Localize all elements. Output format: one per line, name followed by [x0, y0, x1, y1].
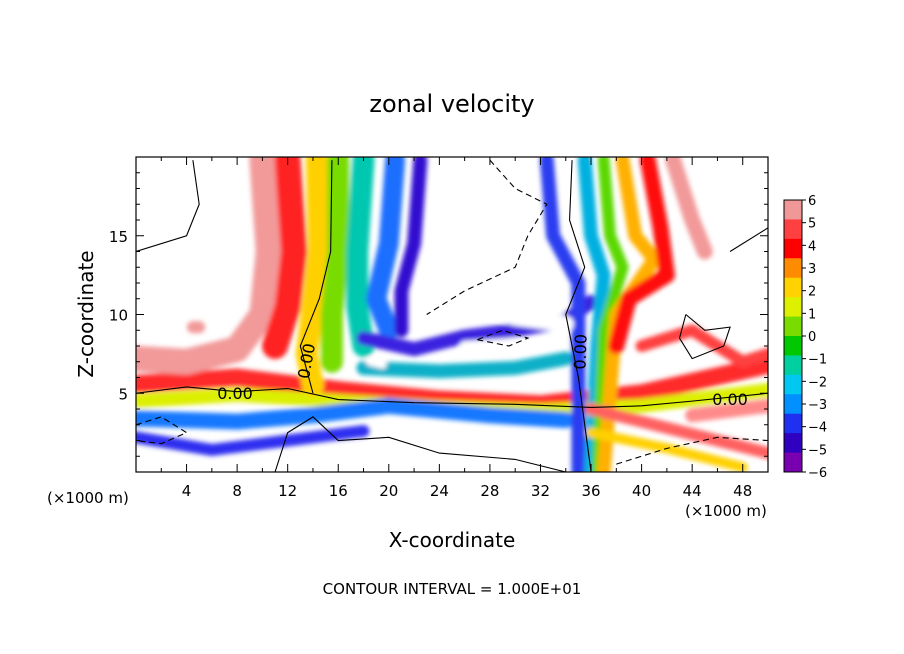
x-tick-label: 4 [182, 482, 192, 500]
colorbar-swatch [784, 336, 802, 356]
colorbar-swatch [784, 297, 802, 318]
zero-contour [678, 314, 731, 360]
plume-band [366, 157, 406, 341]
plume-band [585, 403, 768, 460]
y-tick-labels: 5 10 15 [109, 228, 128, 404]
plume-band [262, 157, 307, 359]
chart-title: zonal velocity [369, 90, 534, 118]
x-tick-label: 36 [581, 482, 600, 500]
plume-band [346, 157, 375, 357]
plume-band [635, 324, 768, 368]
x-tick-label: 40 [632, 482, 651, 500]
x-tick-label: 16 [329, 482, 348, 500]
zero-contour [565, 160, 592, 472]
x-tick-label: 24 [430, 482, 449, 500]
jet-band [136, 425, 370, 456]
colorbar-swatch [784, 316, 802, 337]
colorbar-tick-label: 4 [808, 239, 816, 254]
zero-contour [136, 160, 200, 253]
colorbar-labels: 6 5 4 3 2 1 0 −1 −2 −3 −4 −5 −6 [808, 194, 827, 481]
z-unit-label: (×1000 m) [47, 489, 129, 507]
zero-contour [136, 386, 768, 408]
colorbar-swatch [784, 238, 802, 259]
colorbar-tick-label: 3 [808, 262, 816, 277]
colorbar-tick-label: −2 [808, 375, 827, 390]
colorbar-tick-label: −5 [808, 443, 827, 458]
contour-label: 0.00 [712, 390, 748, 409]
colorbar-swatch [784, 433, 802, 454]
x-tick-label: 48 [733, 482, 752, 500]
colorbar-swatch [784, 219, 802, 240]
x-tick-label: 32 [531, 482, 550, 500]
x-unit-label: (×1000 m) [685, 502, 767, 520]
colorbar-tick-label: −6 [808, 466, 827, 481]
x-tick-label: 20 [379, 482, 398, 500]
colorbar-swatch [784, 452, 802, 473]
axis-ticks [136, 157, 768, 472]
plume-band [665, 157, 713, 260]
y-axis-title: Z-coordinate [74, 250, 98, 377]
colorbar-tick-label: 0 [808, 330, 816, 345]
x-axis-title: X-coordinate [389, 528, 516, 552]
negative-contour [616, 436, 768, 465]
colorbar-tick-label: 1 [808, 307, 816, 322]
colorbar-swatch [784, 258, 802, 279]
colorbar-swatch [784, 374, 802, 395]
x-tick-label: 12 [278, 482, 297, 500]
x-tick-label: 28 [480, 482, 499, 500]
negative-contour [426, 159, 548, 315]
cavity-band [459, 337, 521, 351]
plume-band [596, 157, 662, 472]
colorbar [783, 199, 806, 473]
colorbar-swatch [784, 277, 802, 298]
colorbar-tick-label: 6 [808, 194, 816, 209]
zero-contour [729, 227, 768, 252]
colorbar-swatch [784, 413, 802, 434]
y-tick-label: 5 [118, 385, 128, 403]
tongue-band [356, 351, 573, 379]
contour-interval-note: CONTOUR INTERVAL = 1.000E+01 [323, 580, 582, 598]
plume-band [136, 157, 282, 375]
colorbar-swatch [784, 200, 802, 220]
plume-band [394, 157, 428, 338]
plot-area: 0.00 0.00 0.00 0.00 [135, 156, 769, 473]
colorbar-swatch [784, 394, 802, 415]
colorbar-swatch [784, 355, 802, 376]
colorbar-tick-label: −1 [808, 353, 827, 368]
plume-band [295, 157, 331, 397]
colorbar-tick-label: 2 [808, 285, 816, 300]
zero-contour [274, 416, 566, 472]
jet-band [136, 397, 574, 430]
contour-label: 0.00 [217, 384, 253, 403]
y-tick-label: 15 [109, 228, 128, 246]
plume-band [591, 157, 629, 472]
colorbar-tick-label: −4 [808, 421, 827, 436]
cavity-band [431, 282, 574, 332]
contour-lines [136, 159, 768, 472]
colorbar-tick-label: −3 [808, 398, 827, 413]
contour-label: 0.00 [570, 334, 590, 370]
cavity-band [365, 357, 387, 369]
zero-contour [299, 160, 333, 394]
jet-band [136, 355, 768, 414]
x-tick-labels: 4 8 12 16 20 24 28 32 36 40 44 48 [182, 482, 752, 500]
y-tick-label: 10 [109, 307, 128, 325]
jet-band [685, 398, 768, 423]
x-tick-label: 8 [232, 482, 242, 500]
plume-band [608, 157, 675, 354]
plume-band [320, 157, 350, 373]
negative-contour [136, 416, 188, 445]
x-tick-label: 44 [683, 482, 702, 500]
colorbar-tick-label: 5 [808, 217, 816, 232]
negative-contour [477, 329, 530, 347]
